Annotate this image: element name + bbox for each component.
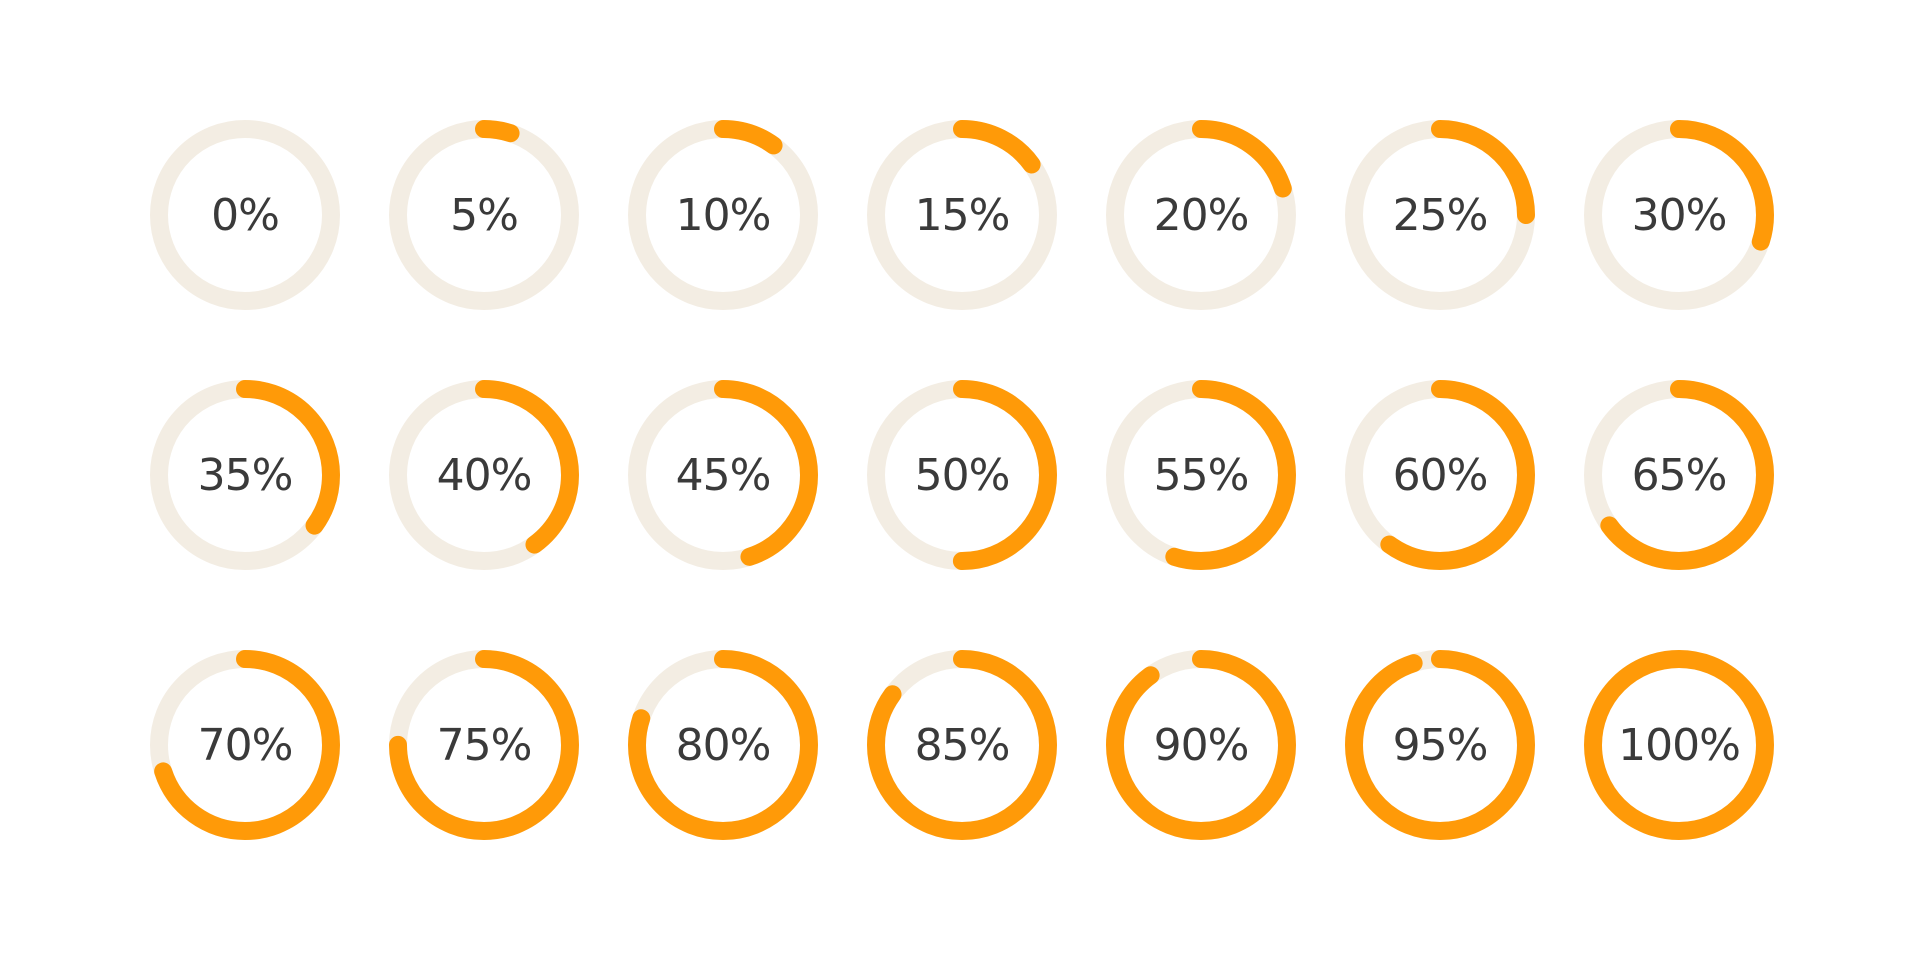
progress-ring-fill (628, 380, 818, 570)
progress-ring-label: 10% (675, 189, 772, 241)
progress-ring-graphic (628, 380, 818, 570)
progress-ring-graphic (1106, 120, 1296, 310)
progress-ring-label: 50% (914, 449, 1011, 501)
progress-ring-graphic (389, 380, 579, 570)
progress-ring-label: 60% (1392, 449, 1489, 501)
progress-ring-label: 75% (436, 719, 533, 771)
progress-ring-track (150, 120, 340, 310)
progress-ring-label: 55% (1153, 449, 1250, 501)
progress-ring-label: 40% (436, 449, 533, 501)
progress-ring-fill (1345, 120, 1535, 310)
progress-ring-label: 70% (197, 719, 294, 771)
progress-ring-label: 5% (450, 189, 519, 241)
progress-ring-fill (389, 650, 579, 840)
progress-ring: 30% (1579, 115, 1779, 315)
progress-ring-graphic (628, 120, 818, 310)
progress-ring-graphic (867, 380, 1057, 570)
progress-ring: 50% (862, 375, 1062, 575)
progress-ring-graphic (150, 380, 340, 570)
progress-ring-graphic (1345, 650, 1535, 840)
progress-ring-label: 65% (1631, 449, 1728, 501)
progress-ring: 75% (384, 645, 584, 845)
progress-ring-graphic (1106, 380, 1296, 570)
progress-ring-fill (1106, 120, 1296, 310)
progress-ring: 70% (145, 645, 345, 845)
progress-ring-label: 80% (675, 719, 772, 771)
progress-ring: 60% (1340, 375, 1540, 575)
progress-ring: 5% (384, 115, 584, 315)
progress-ring-fill (1345, 380, 1535, 570)
progress-ring: 100% (1579, 645, 1779, 845)
progress-ring-fill (1584, 380, 1774, 570)
progress-ring-fill (628, 120, 818, 310)
progress-ring: 55% (1101, 375, 1301, 575)
progress-ring-graphic (867, 650, 1057, 840)
progress-ring-graphic (1584, 380, 1774, 570)
progress-ring-graphic (1345, 120, 1535, 310)
progress-ring-label: 30% (1631, 189, 1728, 241)
progress-ring-graphic (389, 120, 579, 310)
progress-ring: 10% (623, 115, 823, 315)
progress-ring-graphic (1106, 650, 1296, 840)
progress-ring: 35% (145, 375, 345, 575)
progress-ring: 25% (1340, 115, 1540, 315)
progress-ring-fill (1106, 650, 1296, 840)
progress-ring-graphic (628, 650, 818, 840)
progress-ring: 65% (1579, 375, 1779, 575)
progress-ring: 90% (1101, 645, 1301, 845)
progress-ring-fill (1106, 380, 1296, 570)
progress-ring-graphic (150, 120, 340, 310)
progress-ring-label: 35% (197, 449, 294, 501)
progress-ring-fill (1584, 120, 1774, 310)
progress-ring: 95% (1340, 645, 1540, 845)
progress-ring-fill (867, 380, 1057, 570)
progress-ring-graphic (150, 650, 340, 840)
progress-ring-fill (1345, 650, 1535, 840)
progress-ring-fill (389, 120, 579, 310)
progress-ring-label: 90% (1153, 719, 1250, 771)
progress-ring-fill (628, 650, 818, 840)
progress-ring: 40% (384, 375, 584, 575)
progress-ring: 45% (623, 375, 823, 575)
progress-ring-fill (150, 380, 340, 570)
progress-ring: 85% (862, 645, 1062, 845)
progress-ring-fill (867, 650, 1057, 840)
progress-ring-label: 25% (1392, 189, 1489, 241)
progress-ring-label: 95% (1392, 719, 1489, 771)
progress-ring-graphic (389, 650, 579, 840)
progress-ring: 20% (1101, 115, 1301, 315)
progress-ring-fill (1584, 650, 1774, 840)
progress-ring-graphic (1584, 650, 1774, 840)
progress-ring-fill (389, 380, 579, 570)
progress-ring-label: 100% (1618, 719, 1741, 771)
progress-ring-graphic (1345, 380, 1535, 570)
progress-ring-graphic (1584, 120, 1774, 310)
progress-ring: 80% (623, 645, 823, 845)
progress-ring-label: 15% (914, 189, 1011, 241)
progress-ring-fill (150, 650, 340, 840)
progress-ring-graphic (867, 120, 1057, 310)
progress-ring-label: 0% (211, 189, 280, 241)
progress-ring-label: 85% (914, 719, 1011, 771)
progress-ring-label: 20% (1153, 189, 1250, 241)
progress-ring: 0% (145, 115, 345, 315)
progress-ring-fill (867, 120, 1057, 310)
progress-ring-label: 45% (675, 449, 772, 501)
progress-ring: 15% (862, 115, 1062, 315)
